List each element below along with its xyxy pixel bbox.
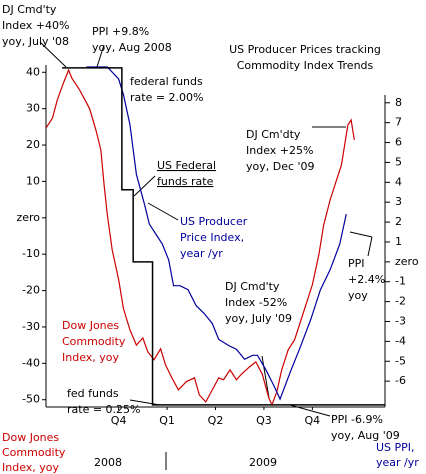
y2-tick-label: 2 [395, 215, 402, 228]
annotation: Index +40% [2, 19, 69, 32]
annotation: yoy, Aug 2008 [92, 41, 172, 54]
annotation: Index +25% [246, 144, 313, 157]
y-axis-label: Index, yoy [2, 461, 60, 474]
y-tick-label: 10 [26, 174, 40, 187]
y2-tick-label: -6 [395, 374, 406, 387]
annotation: yoy, July '08 [2, 35, 69, 48]
y2-tick-label: 3 [395, 195, 402, 208]
annotation: PPI +9.8% [92, 25, 149, 38]
annotation: funds rate [157, 175, 214, 188]
y-tick-label: 20 [26, 138, 40, 151]
y-axis-label: Commodity [2, 446, 66, 459]
y2-tick-label: 7 [395, 116, 402, 129]
annotation: PPI -6.9% [331, 413, 383, 426]
annotation: rate = 2.00% [130, 91, 204, 104]
chart-title: US Producer Prices tracking [229, 43, 381, 56]
y-tick-label: 30 [26, 102, 40, 115]
x-tick-label: Q2 [208, 414, 224, 427]
annotation: Price Index, [180, 231, 244, 244]
leader-line [133, 175, 156, 197]
leader-line [96, 44, 105, 68]
chart-title: Commodity Index Trends [237, 59, 374, 72]
y-tick-label: -10 [22, 247, 40, 260]
annotation: DJ Cmd'ty [225, 280, 280, 293]
annotation: +2.4% [348, 273, 385, 286]
y2-tick-label: 5 [395, 155, 402, 168]
x-tick-label: Q1 [159, 414, 175, 427]
year-label: 2008 [94, 456, 122, 469]
y2-tick-label: -3 [395, 315, 406, 328]
annotation: Index -52% [225, 296, 287, 309]
y2-tick-label: 1 [395, 235, 402, 248]
y2-tick-label: -4 [395, 334, 406, 347]
y2-tick-label: 8 [395, 96, 402, 109]
annotation: DJ Cmd'ty [2, 3, 57, 16]
series-line [45, 68, 355, 407]
annotation: yoy [348, 289, 368, 302]
leader-line [147, 202, 179, 221]
y-tick-label: -40 [22, 356, 40, 369]
y2-tick-label: 4 [395, 175, 402, 188]
annotation: fed funds [67, 387, 119, 400]
y2-axis-label: year /yr [376, 456, 419, 469]
series-line [86, 66, 347, 401]
annotation: DJ Cm'dty [246, 128, 301, 141]
leader-line [39, 41, 67, 68]
annotation: Index, yoy [62, 351, 120, 364]
annotation: federal funds [130, 75, 203, 88]
series-line [62, 67, 385, 406]
y-tick-label: 40 [26, 65, 40, 78]
y-axis-label: Dow Jones [2, 431, 59, 444]
annotation: yoy, Aug '09 [331, 429, 400, 442]
leader-line [261, 355, 270, 399]
annotation: yoy, July '09 [225, 312, 292, 325]
annotation: PPI [348, 257, 365, 270]
y-tick-label: -50 [22, 393, 40, 406]
y2-tick-label: -5 [395, 354, 406, 367]
year-label: 2009 [249, 456, 277, 469]
y-tick-label: -20 [22, 284, 40, 297]
annotation: Dow Jones [62, 319, 119, 332]
annotation: yoy, Dec '09 [246, 160, 315, 173]
y2-tick-label: zero [395, 255, 419, 268]
y-tick-label: -30 [22, 320, 40, 333]
annotation: year /yr [180, 247, 223, 260]
y-tick-label: zero [16, 211, 40, 224]
y2-tick-label: -1 [395, 275, 406, 288]
annotation: rate = 0.25% [67, 403, 141, 416]
leader-line [349, 231, 373, 238]
leader-line [367, 236, 373, 257]
x-tick-label: Q4 [305, 414, 321, 427]
annotation: US Producer [180, 215, 248, 228]
x-tick-label: Q3 [256, 414, 272, 427]
y2-tick-label: 6 [395, 136, 402, 149]
y2-axis-label: US PPI, [376, 441, 415, 454]
x-tick-label: Q4 [111, 414, 127, 427]
annotation: Commodity [62, 335, 126, 348]
annotation: US Federal [157, 159, 216, 172]
y2-tick-label: -2 [395, 295, 406, 308]
